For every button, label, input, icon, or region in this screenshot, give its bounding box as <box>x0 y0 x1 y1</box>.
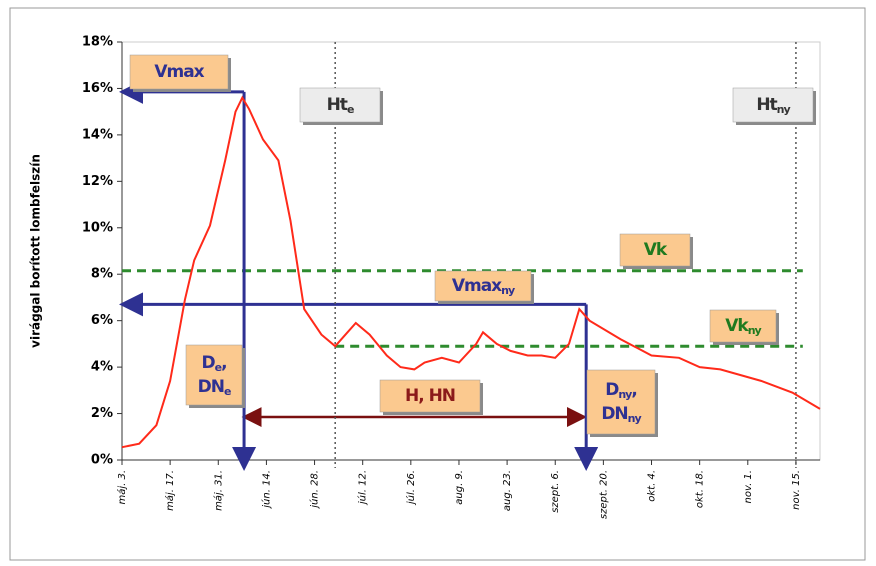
y-tick-label: 10% <box>82 220 113 235</box>
annotation-text-part: Vk <box>644 240 668 260</box>
annotation-text: De, <box>201 353 226 374</box>
annotation-box <box>732 87 814 123</box>
annotation-text: H, HN <box>405 386 455 406</box>
annotation-box <box>185 344 243 406</box>
annotation-text-part: ny <box>628 412 642 425</box>
y-tick-label: 14% <box>82 127 113 142</box>
annotation-box <box>434 270 532 302</box>
annotation-text-part: Ht <box>327 95 348 115</box>
x-tick-label: okt. 4. <box>647 470 658 502</box>
annotation-text-part: H, HN <box>405 386 455 406</box>
annotation-box <box>299 87 381 123</box>
y-tick-label: 16% <box>82 81 113 96</box>
annotation-text-part: ny <box>501 284 515 297</box>
y-tick-label: 4% <box>91 360 113 375</box>
y-tick-label: 8% <box>91 267 113 282</box>
x-tick-label: szept. 6. <box>550 470 561 513</box>
annotation-text-part: DN <box>601 404 627 424</box>
x-tick-label: máj. 17. <box>164 470 176 511</box>
x-tick-label: okt. 18. <box>695 470 706 508</box>
annotation-text-part: ny <box>777 103 791 116</box>
annotation-text: DNe <box>198 377 231 398</box>
y-tick-label: 2% <box>91 406 113 421</box>
y-tick-label: 6% <box>91 313 113 328</box>
annotation-box <box>586 369 656 435</box>
annotation-box <box>619 233 691 267</box>
annotation-box <box>379 379 481 413</box>
annotation-text-part: , <box>221 353 226 373</box>
x-tick-label: jún. 28. <box>309 470 321 510</box>
annotation-text: Vmax <box>154 62 204 82</box>
annotation-text-part: Vmax <box>154 62 204 82</box>
data-line <box>121 95 821 449</box>
annotation-text: Htny <box>756 95 790 116</box>
annotation-text-part: ny <box>618 388 632 401</box>
y-tick-label: 0% <box>91 453 113 468</box>
annotation-text: Vk <box>644 240 668 260</box>
annotation-text-part: Vmax <box>452 276 502 296</box>
x-tick-label: júl. 26. <box>405 470 417 506</box>
annotation-text-part: D <box>201 353 215 373</box>
x-tick-label: jún. 14. <box>260 470 272 510</box>
x-tick-label: aug. 9. <box>454 470 465 505</box>
y-tick-label: 12% <box>82 174 113 189</box>
x-tick-label: nov. 1. <box>743 470 754 503</box>
annotation-text: Hte <box>327 95 354 116</box>
annotation-text-part: ny <box>748 324 762 337</box>
annotation-text: Vmaxny <box>452 276 515 297</box>
y-axis-label: virággal borított lombfelszín <box>29 154 43 348</box>
y-tick-label: 18% <box>82 35 113 50</box>
x-tick-label: júl. 12. <box>357 470 369 506</box>
x-tick-label: szept. 20. <box>598 470 609 519</box>
annotation-text: DNny <box>601 404 641 425</box>
annotation-text-part: e <box>215 361 222 374</box>
annotation-box <box>709 309 777 343</box>
x-tick-label: máj. 3. <box>116 470 128 505</box>
annotation-box <box>129 54 229 90</box>
x-tick-label: aug. 23. <box>502 470 513 511</box>
annotation-text-part: D <box>605 380 619 400</box>
annotation-text-part: e <box>224 385 231 398</box>
annotation-text-part: , <box>631 380 636 400</box>
annotation-text: Dny, <box>605 380 637 401</box>
annotation-text-part: Vk <box>725 316 749 336</box>
x-tick-label: nov. 15. <box>791 470 802 510</box>
annotation-text: Vkny <box>725 316 761 337</box>
annotation-text-part: DN <box>198 377 224 397</box>
annotation-text-part: e <box>347 103 354 116</box>
annotation-text-part: Ht <box>756 95 777 115</box>
x-tick-label: máj. 31. <box>212 470 224 511</box>
